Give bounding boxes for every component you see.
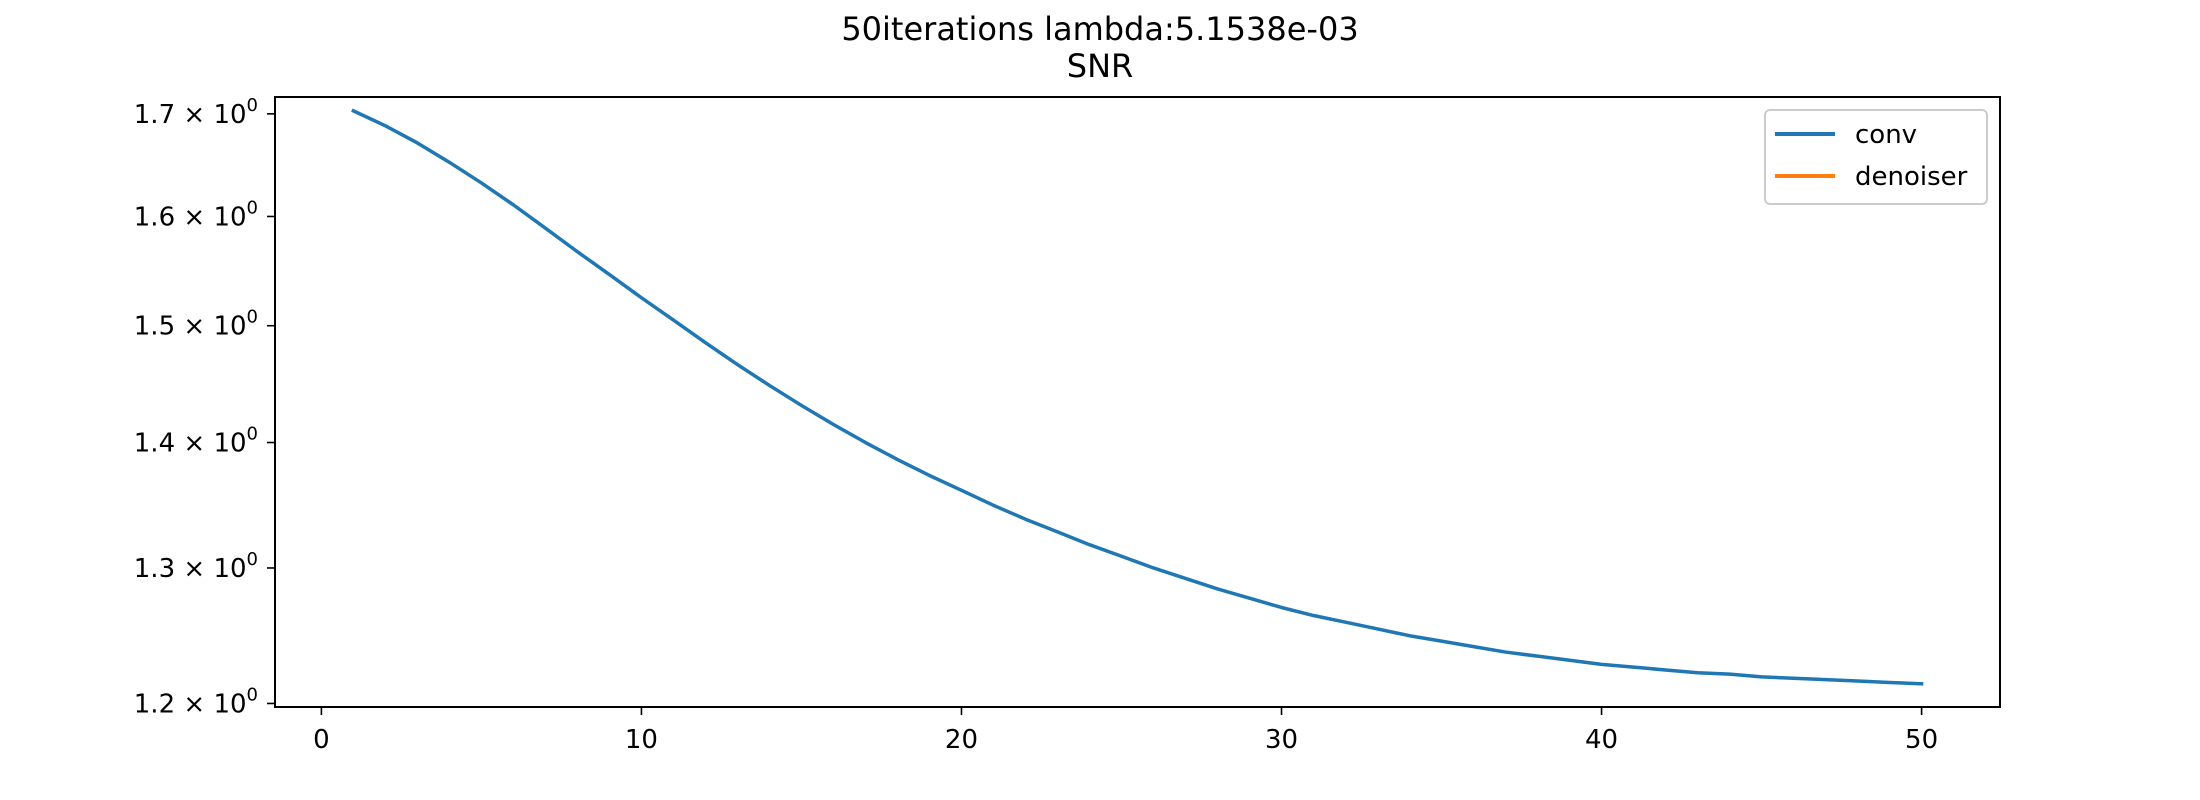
x-tick-label: 30 — [1265, 725, 1298, 755]
x-tick-label: 10 — [625, 725, 658, 755]
chart-title: 50iterations lambda:5.1538e-03 — [841, 10, 1358, 48]
series-layer — [351, 108, 1924, 686]
chart-subtitle: SNR — [1067, 47, 1133, 85]
y-tick-label: 1.7 × 100 — [134, 95, 258, 130]
x-tick-label: 50 — [1905, 725, 1938, 755]
y-tick-label: 1.4 × 100 — [134, 424, 258, 459]
legend-label-denoiser: denoiser — [1855, 162, 1968, 192]
x-tick-label: 0 — [313, 725, 330, 755]
legend-label-conv: conv — [1855, 120, 1917, 150]
y-tick-label: 1.5 × 100 — [134, 307, 258, 342]
x-tick-label: 20 — [945, 725, 978, 755]
y-tick-label: 1.2 × 100 — [134, 684, 258, 719]
x-axis-ticks: 0 10 20 30 40 50 — [313, 707, 1938, 755]
series-line-conv — [351, 108, 1924, 686]
y-axis-ticks: 1.2 × 100 1.3 × 100 1.4 × 100 1.5 × 100 1.6 … — [134, 95, 275, 719]
x-tick-label: 40 — [1585, 725, 1618, 755]
y-tick-label: 1.6 × 100 — [134, 197, 258, 232]
y-tick-label: 1.3 × 100 — [134, 549, 258, 584]
plot-area-frame — [274, 96, 2001, 708]
legend: conv denoiser — [1764, 109, 1988, 205]
